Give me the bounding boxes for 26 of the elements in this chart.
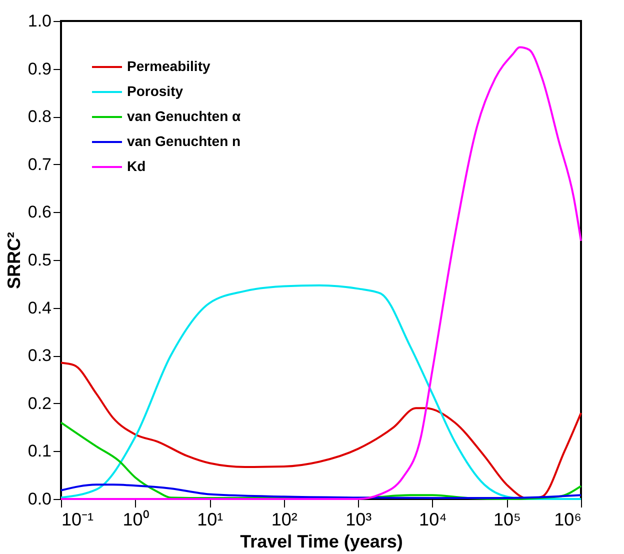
legend-label: Permeability: [127, 58, 210, 74]
x-tick-label: 10⁰: [122, 510, 149, 530]
y-tick-label: 0.6: [28, 202, 52, 222]
legend-label: van Genuchten α: [127, 108, 242, 124]
legend-label: Kd: [127, 158, 146, 174]
x-tick-label: 10⁴: [419, 510, 447, 530]
x-tick-label: 10³: [346, 510, 372, 530]
x-tick-label: 10²: [271, 510, 298, 530]
y-tick-label: 0.5: [28, 250, 52, 270]
y-tick-label: 0.4: [28, 298, 52, 318]
y-tick-label: 0.3: [28, 346, 52, 366]
y-tick-label: 0.7: [28, 154, 52, 174]
y-tick-label: 1.0: [28, 12, 52, 30]
y-tick-label: 0.2: [28, 394, 52, 413]
x-tick-label: 10⁻¹: [62, 510, 94, 530]
x-axis-title: Travel Time (years): [240, 532, 403, 552]
y-tick-label: 0.9: [28, 59, 52, 78]
x-tick-label: 10⁶: [554, 510, 582, 530]
y-axis-title: SRRC²: [4, 232, 24, 289]
y-tick-label: 0.1: [28, 442, 52, 461]
x-tick-label: 10¹: [197, 510, 224, 530]
y-tick-label: 0.0: [28, 490, 52, 508]
legend-label: van Genuchten n: [127, 133, 241, 149]
y-tick-label: 0.8: [28, 107, 52, 126]
legend-label: Porosity: [127, 83, 184, 99]
x-tick-label: 10⁵: [493, 510, 521, 530]
